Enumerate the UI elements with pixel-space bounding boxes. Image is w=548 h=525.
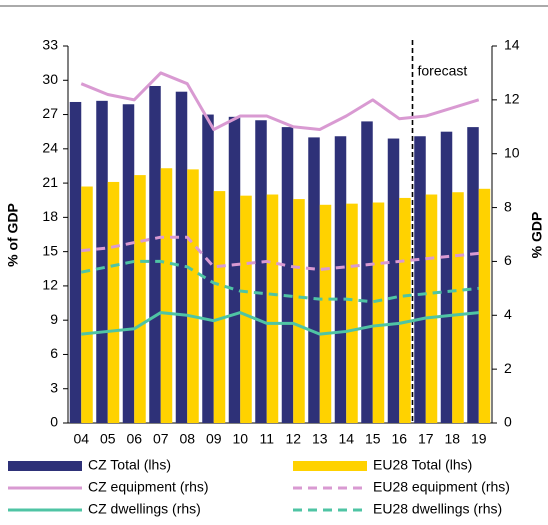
bar <box>69 101 82 423</box>
bar <box>319 204 332 423</box>
y2-tick-label: 4 <box>504 306 512 322</box>
bar <box>425 194 438 423</box>
y-tick-label: 21 <box>42 174 58 190</box>
bar <box>134 175 146 423</box>
bar <box>361 121 373 424</box>
y-tick-label: 15 <box>42 242 58 258</box>
y-tick-label: 9 <box>50 311 58 327</box>
y-tick-label: 33 <box>42 37 58 53</box>
bar <box>96 100 108 423</box>
legend-label: CZ Total (lhs) <box>88 457 171 473</box>
x-tick-label: 17 <box>418 431 434 447</box>
y-tick-label: 27 <box>42 105 58 121</box>
bar <box>281 127 294 423</box>
bar <box>202 114 214 423</box>
bar <box>387 138 400 423</box>
legend-label: EU28 Total (lhs) <box>373 457 472 473</box>
y2-tick-label: 12 <box>504 91 520 107</box>
legend-label: CZ equipment (rhs) <box>88 479 209 495</box>
x-tick-label: 12 <box>285 431 301 447</box>
bar <box>160 168 173 423</box>
bar <box>187 169 199 423</box>
x-tick-label: 04 <box>73 431 89 447</box>
bar <box>478 188 491 423</box>
y-tick-label: 24 <box>42 140 58 156</box>
y-tick-label: 12 <box>42 277 58 293</box>
bar <box>213 191 226 423</box>
legend-swatch <box>8 461 82 471</box>
bar <box>452 192 464 423</box>
y-tick-label: 0 <box>50 414 58 430</box>
y2-tick-label: 10 <box>504 144 520 160</box>
x-tick-label: 15 <box>365 431 381 447</box>
bar <box>149 85 161 423</box>
bar <box>228 116 241 424</box>
bar <box>107 181 120 423</box>
y2-axis-label: % GDP <box>529 212 545 259</box>
bar <box>240 195 252 423</box>
bar <box>372 202 385 423</box>
y-tick-label: 30 <box>42 71 58 87</box>
line-series <box>81 311 479 336</box>
bar <box>414 136 426 423</box>
bar <box>346 203 358 423</box>
x-tick-label: 18 <box>444 431 460 447</box>
y-tick-label: 3 <box>50 379 58 395</box>
bar <box>81 186 93 423</box>
bar <box>308 137 320 424</box>
x-tick-label: 09 <box>206 431 222 447</box>
bar <box>467 127 479 423</box>
legend-swatch <box>293 461 367 471</box>
x-tick-label: 16 <box>391 431 407 447</box>
x-tick-label: 07 <box>153 431 169 447</box>
line-series <box>81 235 479 272</box>
line-series <box>80 259 479 304</box>
bar <box>266 194 279 423</box>
x-tick-label: 19 <box>471 431 487 447</box>
bar <box>293 199 305 423</box>
x-tick-label: 14 <box>338 431 354 447</box>
y2-tick-label: 14 <box>504 37 520 53</box>
y2-tick-label: 8 <box>504 198 512 214</box>
y-axis-label: % of GDP <box>5 203 21 267</box>
x-tick-label: 06 <box>126 431 142 447</box>
bar <box>440 131 453 423</box>
legend-label: EU28 equipment (rhs) <box>373 479 510 495</box>
bar <box>399 197 411 423</box>
x-tick-label: 08 <box>179 431 195 447</box>
y2-tick-label: 0 <box>504 414 512 430</box>
x-tick-label: 11 <box>259 431 274 447</box>
y-tick-label: 18 <box>42 208 58 224</box>
y-tick-label: 6 <box>50 345 58 361</box>
bar <box>175 91 188 424</box>
line-series <box>80 71 480 131</box>
legend-label: EU28 dwellings (rhs) <box>373 501 502 517</box>
bar <box>255 120 267 424</box>
x-tick-label: 13 <box>312 431 328 447</box>
x-tick-label: 10 <box>232 431 248 447</box>
x-tick-label: 05 <box>100 431 116 447</box>
legend-label: CZ dwellings (rhs) <box>88 501 201 517</box>
bar <box>334 136 347 423</box>
annotation: forecast <box>418 63 468 79</box>
y2-tick-label: 2 <box>504 360 512 376</box>
y2-tick-label: 6 <box>504 252 512 268</box>
